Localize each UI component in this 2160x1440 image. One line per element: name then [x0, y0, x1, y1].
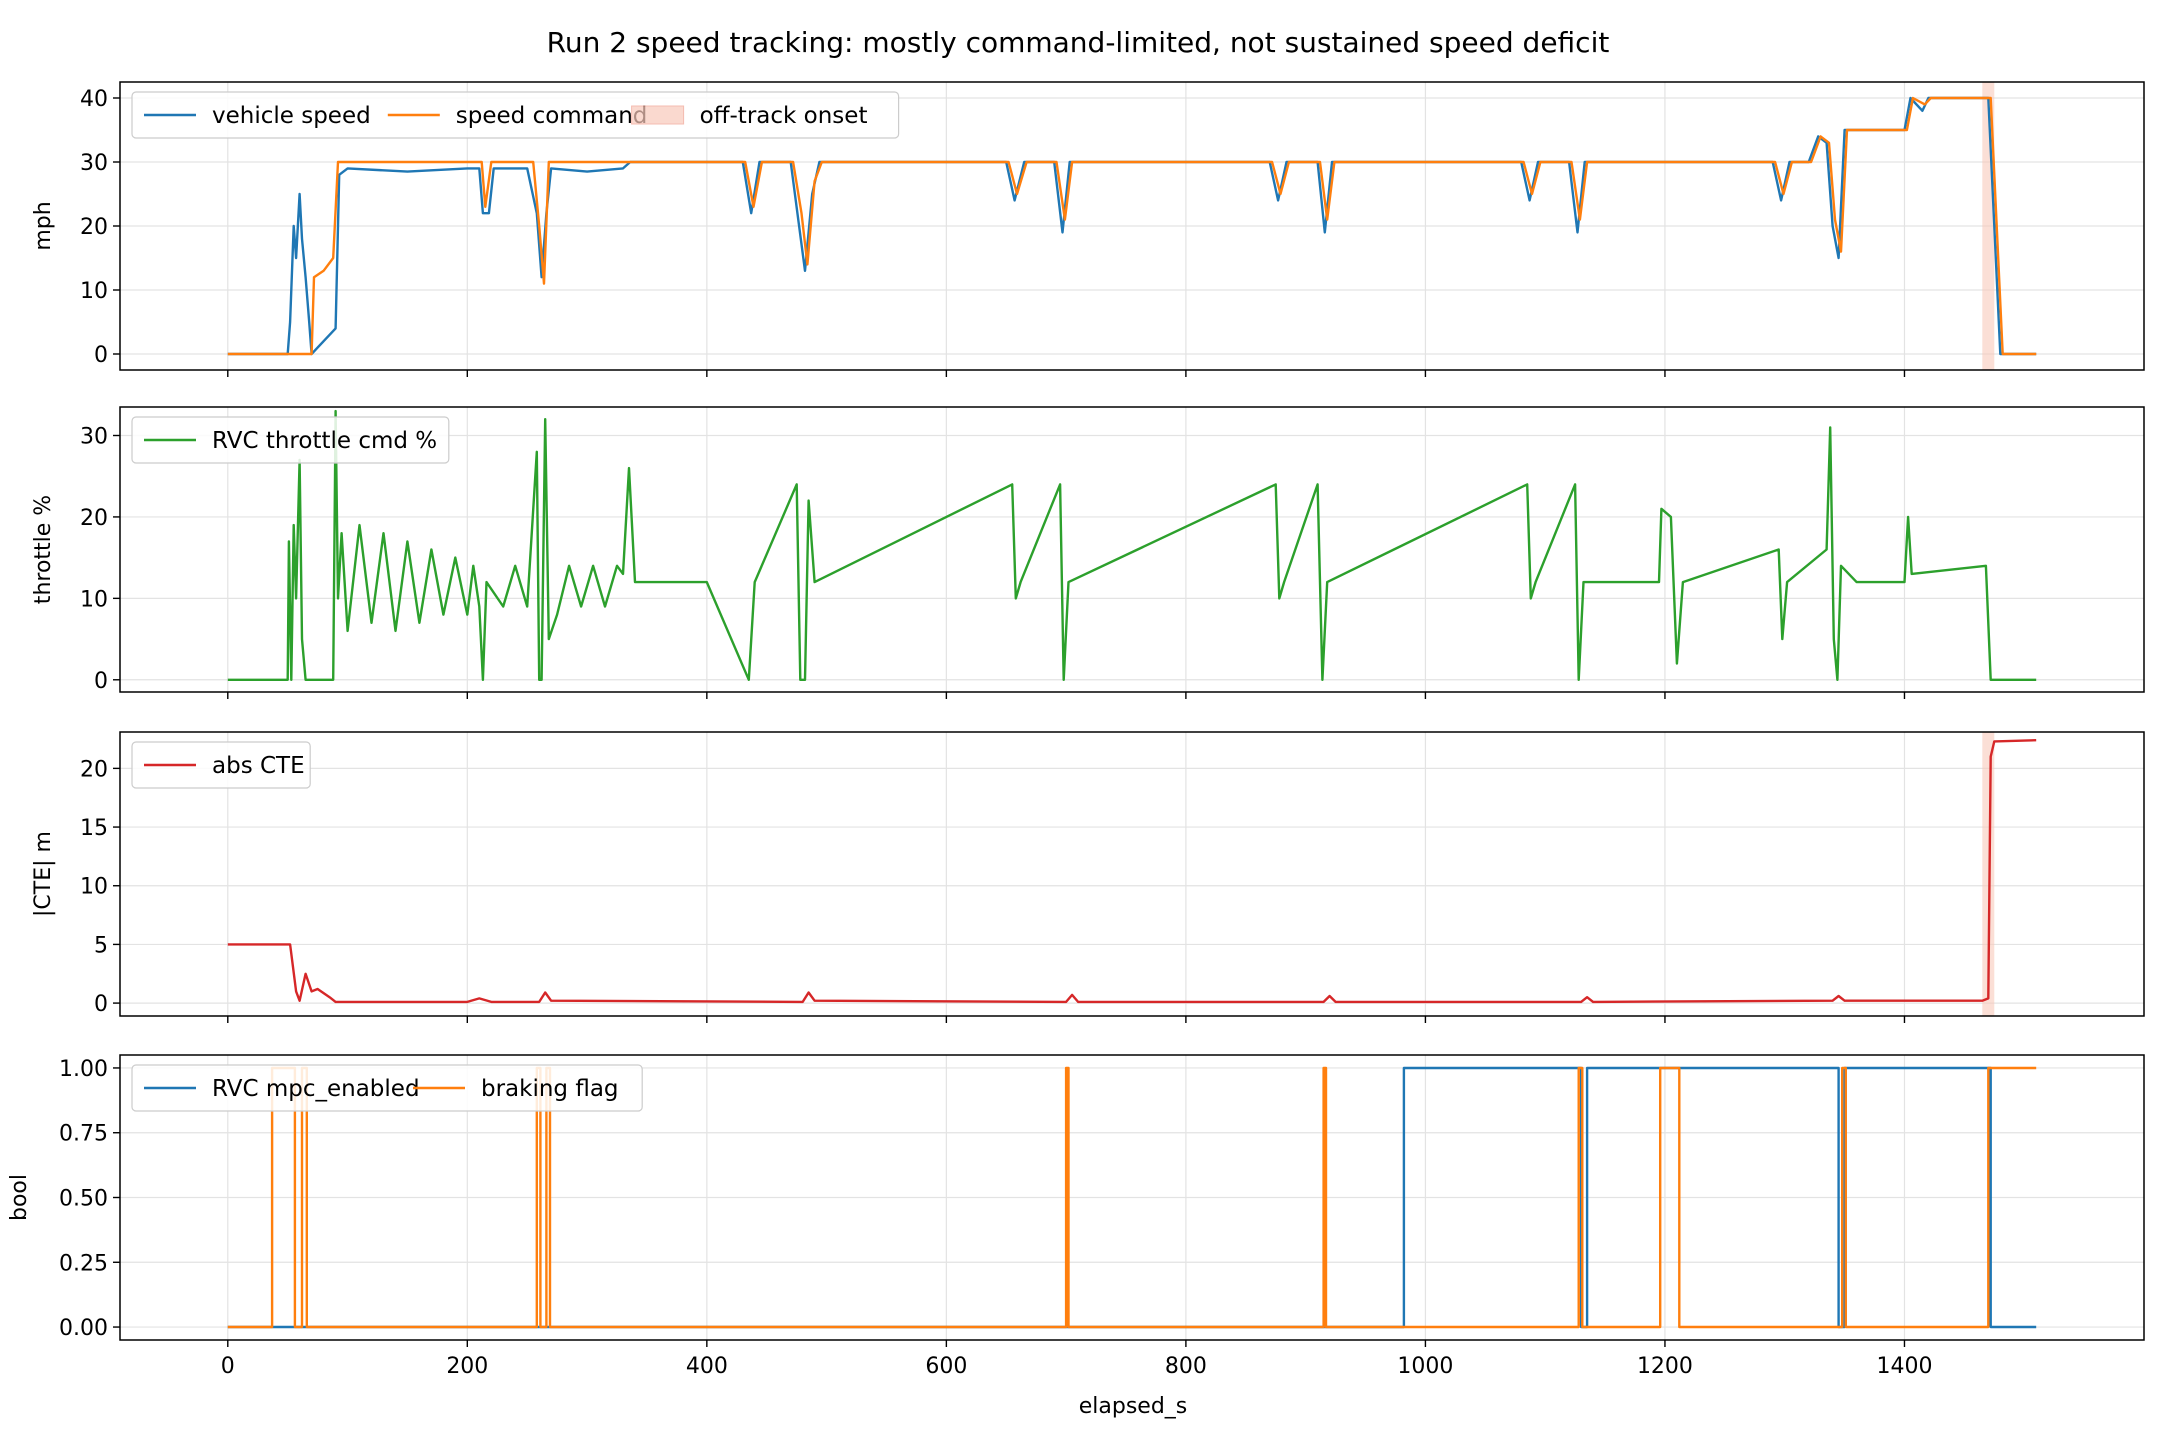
axes-frame: [119, 731, 2145, 1017]
series-line-speed-command: [227, 96, 2037, 356]
legend-label: RVC mpc_enabled: [212, 1076, 420, 1102]
legend-label: abs CTE: [212, 753, 305, 779]
y-axis-label-speed: mph: [31, 201, 56, 250]
series-group: [227, 409, 2037, 681]
series-line-rvc-throttle-cmd-: [227, 409, 2037, 681]
legend-label: speed command: [456, 103, 648, 129]
series-line-vehicle-speed: [227, 96, 2037, 356]
legend-label: braking flag: [481, 1076, 619, 1102]
legend-swatch: [631, 105, 685, 125]
x-tick-label: 1000: [1397, 1354, 1453, 1379]
panel-throttle: 0 10 20 30 throttle % RVC throttle cmd %: [31, 406, 2145, 699]
panel-flags: 0 200 400 600 800 1000 1200 1400 0.00 0.25 0.50 0.7…: [7, 1054, 2145, 1379]
x-tick-label: 0: [221, 1354, 235, 1379]
legend-flags: RVC mpc_enabled braking flag: [131, 1064, 643, 1112]
x-axis-label: elapsed_s: [1079, 1394, 1188, 1419]
x-tick-label: 400: [686, 1354, 728, 1379]
x-tick-label: 200: [446, 1354, 488, 1379]
panel-cte: 0 5 10 15 20 |CTE| m abs CTE: [31, 731, 2145, 1023]
legend-speed: vehicle speed speed command off-track onse…: [131, 91, 900, 139]
y-tick-label: 0: [94, 992, 108, 1017]
y-tick-label: 0.25: [59, 1251, 108, 1276]
y-tick-label: 20: [80, 506, 108, 531]
legend-label: off-track onset: [700, 103, 868, 129]
chart-title: Run 2 speed tracking: mostly command-lim…: [547, 26, 1610, 59]
off-track-span: [1982, 82, 1995, 370]
legend-box: [131, 741, 311, 789]
y-tick-label: 0: [94, 669, 108, 694]
legend-box: [131, 416, 450, 464]
legend-label: vehicle speed: [212, 103, 371, 129]
y-tick-label: 10: [80, 587, 108, 612]
series-group: [227, 96, 2037, 356]
y-tick-label: 15: [80, 816, 108, 841]
y-tick-label: 40: [80, 87, 108, 112]
y-tick-label: 5: [94, 933, 108, 958]
x-tick-label: 1400: [1876, 1354, 1932, 1379]
y-tick-label: 10: [80, 875, 108, 900]
axes-frame: [119, 406, 2145, 693]
legend-cte: abs CTE: [131, 741, 311, 789]
y-tick-label: 0.75: [59, 1122, 108, 1147]
x-tick-label: 800: [1165, 1354, 1207, 1379]
series-group: [227, 739, 2037, 1004]
y-tick-label: 0.50: [59, 1187, 108, 1212]
y-tick-label: 20: [80, 215, 108, 240]
y-axis-label-throttle: throttle %: [31, 495, 56, 604]
y-tick-label: 10: [80, 279, 108, 304]
y-tick-label: 0: [94, 343, 108, 368]
y-tick-label: 30: [80, 425, 108, 450]
panels: 0 10 20 30 40 mph vehicle speed speed command of…: [7, 81, 2145, 1379]
y-axis-label-flags: bool: [7, 1174, 32, 1221]
y-axis-label-cte: |CTE| m: [31, 831, 56, 917]
panel-speed: 0 10 20 30 40 mph vehicle speed speed command of…: [31, 81, 2145, 377]
legend-box: [131, 91, 900, 139]
legend-throttle: RVC throttle cmd %: [131, 416, 450, 464]
legend-box: [131, 1064, 643, 1112]
series-line-abs-cte: [227, 739, 2037, 1004]
y-tick-label: 30: [80, 151, 108, 176]
y-tick-label: 20: [80, 757, 108, 782]
y-tick-label: 0.00: [59, 1316, 108, 1341]
x-tick-label: 1200: [1637, 1354, 1693, 1379]
off-track-span: [1982, 732, 1995, 1016]
series-line-rvc-mpc-enabled: [227, 1066, 2037, 1329]
y-tick-label: 1.00: [59, 1057, 108, 1082]
x-tick-label: 600: [925, 1354, 967, 1379]
legend-label: RVC throttle cmd %: [212, 428, 437, 454]
